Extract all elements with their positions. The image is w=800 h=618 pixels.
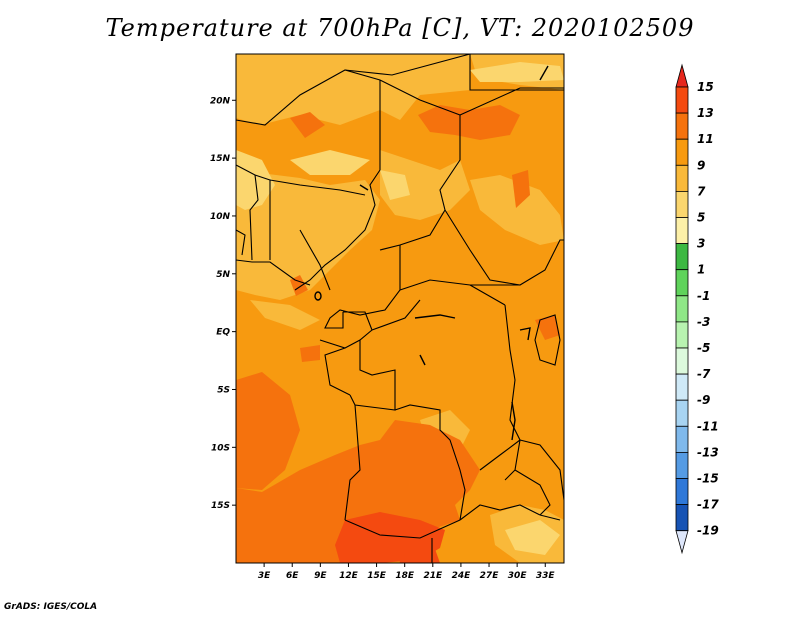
lat-tick-label: EQ — [216, 328, 230, 338]
legend-swatch — [675, 243, 689, 271]
lat-tick-label: 5S — [217, 385, 230, 395]
legend-swatch — [675, 321, 689, 349]
legend-swatch — [675, 269, 689, 297]
lon-tick-label: 24E — [452, 571, 472, 581]
plot-frame — [235, 53, 565, 564]
lon-tick-label: 3E — [258, 571, 271, 581]
legend-label: -13 — [697, 445, 719, 459]
lakes — [314, 65, 549, 441]
lon-tick-label: 18E — [395, 571, 415, 581]
legend-label: -1 — [697, 289, 710, 303]
lon-tick-label: 12E — [339, 571, 359, 581]
legend-label: 15 — [697, 80, 714, 94]
legend-label: -19 — [697, 524, 719, 538]
latitude-axis: 20N 15N 10N 5N EQ 5S 10S 15S — [210, 96, 236, 511]
legend-swatch — [675, 112, 689, 140]
legend-swatch — [675, 373, 689, 401]
legend-label: 13 — [697, 106, 714, 120]
lon-tick-label: 21E — [423, 571, 443, 581]
lat-tick-label: 15S — [211, 501, 230, 511]
legend-label: -17 — [697, 498, 719, 512]
longitude-axis: 3E 6E 9E 12E 15E 18E 21E 24E 27E 30E 33E — [258, 563, 556, 581]
lon-tick-label: 6E — [286, 571, 299, 581]
legend-label: 11 — [697, 132, 714, 146]
legend-label: -3 — [697, 315, 710, 329]
legend-label: -5 — [697, 341, 710, 355]
legend-label: 5 — [697, 211, 705, 225]
legend-label: 7 — [697, 184, 706, 198]
legend-swatch — [675, 347, 689, 375]
legend-swatch — [675, 478, 689, 506]
legend-label: 3 — [697, 237, 705, 251]
lon-tick-label: 33E — [536, 571, 556, 581]
legend-label: 1 — [697, 263, 705, 277]
legend-label: -11 — [697, 419, 719, 433]
credit-text: GrADS: IGES/COLA — [4, 602, 98, 612]
legend-label: -9 — [697, 393, 710, 407]
temperature-field — [236, 54, 564, 563]
legend-bottom-arrow — [675, 530, 689, 555]
legend-swatch — [675, 504, 689, 532]
legend-swatch — [675, 451, 689, 479]
lon-tick-label: 15E — [367, 571, 387, 581]
legend-swatch — [675, 295, 689, 323]
country-borders — [236, 54, 564, 563]
legend-label: 9 — [697, 158, 705, 172]
legend-swatch — [675, 190, 689, 218]
legend-swatch — [675, 164, 689, 192]
legend-swatch — [675, 425, 689, 453]
legend-label: -15 — [697, 472, 719, 486]
lon-tick-label: 27E — [480, 571, 500, 581]
map-title: Temperature at 700hPa [C], VT: 202010250… — [105, 14, 695, 42]
legend-swatch — [675, 399, 689, 427]
legend-swatch — [675, 138, 689, 166]
lat-tick-label: 15N — [210, 154, 231, 164]
lat-tick-label: 20N — [210, 96, 231, 106]
color-legend: 15 13 11 9 7 5 3 1 -1 -3 -5 -7 -9 -11 -13 -15 -17 -19 — [675, 63, 719, 555]
legend-swatch — [675, 86, 689, 114]
lon-tick-label: 30E — [508, 571, 528, 581]
legend-label: -7 — [697, 367, 711, 381]
legend-top-arrow — [675, 63, 689, 88]
lat-tick-label: 5N — [216, 270, 230, 280]
lat-tick-label: 10N — [210, 212, 231, 222]
lon-tick-label: 9E — [314, 571, 327, 581]
legend-swatch — [675, 217, 689, 245]
lat-tick-label: 10S — [211, 443, 230, 453]
